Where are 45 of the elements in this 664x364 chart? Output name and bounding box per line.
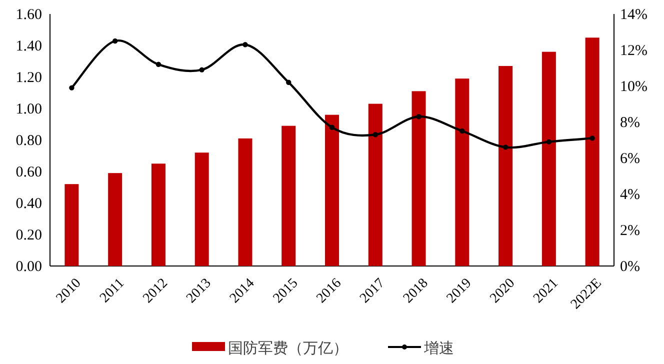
bar xyxy=(585,38,600,266)
bar xyxy=(151,164,166,266)
y2-tick-label: 4% xyxy=(620,187,640,203)
point xyxy=(69,85,74,90)
point xyxy=(502,144,508,150)
bar xyxy=(238,138,252,266)
bar xyxy=(64,184,79,266)
bar xyxy=(455,78,470,266)
bar xyxy=(412,91,426,266)
legend-label: 增速 xyxy=(423,339,454,357)
bar xyxy=(498,66,513,266)
y-tick-label: 0.00 xyxy=(16,259,42,275)
bar xyxy=(194,152,209,266)
point xyxy=(156,62,162,67)
y-tick-label: 0.60 xyxy=(16,164,42,180)
y-tick-label: 1.60 xyxy=(16,7,42,23)
y2-tick-label: 0% xyxy=(620,259,640,275)
point xyxy=(329,124,335,130)
y2-tick-label: 6% xyxy=(620,151,640,167)
y2-tick-label: 8% xyxy=(620,115,640,131)
legend-label: 国防军费（万亿） xyxy=(228,339,348,357)
point xyxy=(416,114,422,120)
bar xyxy=(282,126,296,266)
y-tick-label: 1.40 xyxy=(16,38,42,54)
point xyxy=(460,128,465,134)
y-tick-label: 0.80 xyxy=(16,133,42,149)
point xyxy=(590,136,595,141)
y-tick-label: 0.40 xyxy=(16,196,42,212)
point xyxy=(286,80,292,85)
bar xyxy=(108,173,122,266)
bar xyxy=(325,114,339,266)
bar xyxy=(542,52,556,266)
point xyxy=(112,38,118,44)
bar xyxy=(368,104,382,266)
y-tick-label: 1.00 xyxy=(16,102,42,118)
point xyxy=(242,42,248,48)
y2-tick-label: 2% xyxy=(620,223,640,239)
y-tick-label: 1.20 xyxy=(16,70,42,86)
y2-tick-label: 14% xyxy=(620,7,648,23)
y-tick-label: 0.20 xyxy=(16,228,42,244)
y2-tick-label: 10% xyxy=(620,79,648,95)
point xyxy=(199,67,204,72)
point xyxy=(546,139,552,144)
y2-tick-label: 12% xyxy=(620,43,648,59)
point xyxy=(372,132,378,138)
